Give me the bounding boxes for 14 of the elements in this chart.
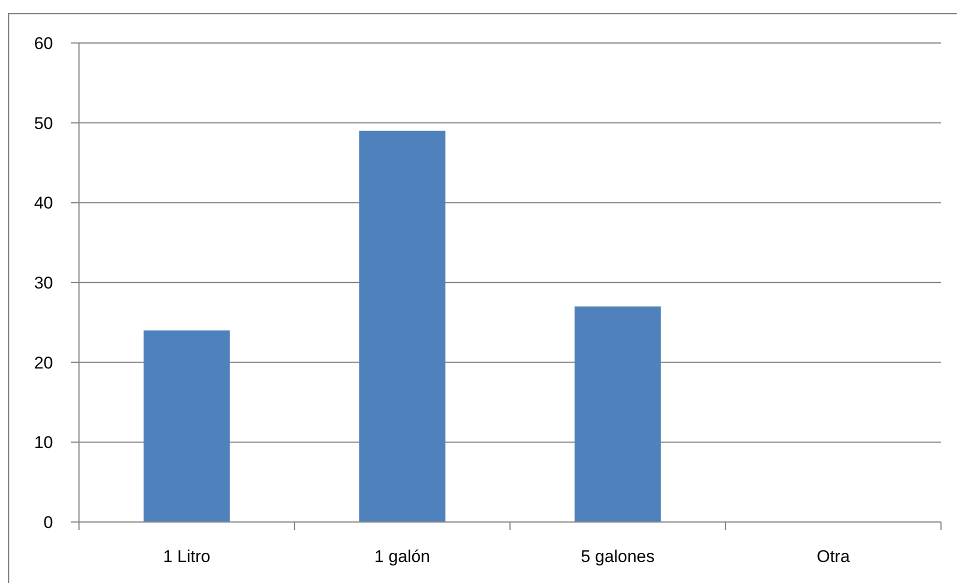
y-tick-label: 60 — [34, 34, 53, 53]
y-tick-label: 10 — [34, 433, 53, 452]
y-tick-label: 20 — [34, 353, 53, 372]
y-tick-label: 40 — [34, 194, 53, 213]
bar — [144, 330, 230, 522]
y-tick-label: 30 — [34, 273, 53, 292]
x-tick-label: 5 galones — [580, 547, 655, 566]
x-tick-label: 1 Litro — [163, 547, 210, 566]
x-tick-label: Otra — [816, 547, 850, 566]
x-tick-label: 1 galón — [374, 547, 430, 566]
bar — [574, 306, 661, 522]
bar — [359, 130, 446, 522]
y-tick-label: 50 — [34, 114, 53, 133]
y-tick-label: 0 — [44, 512, 53, 532]
